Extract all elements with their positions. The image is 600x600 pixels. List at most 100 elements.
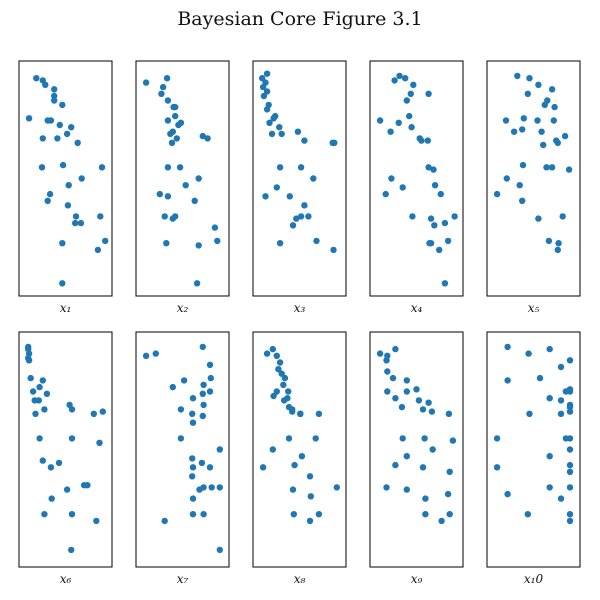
panel-5-point <box>519 126 526 133</box>
panel-6-point <box>35 397 42 404</box>
panel-9-point <box>384 368 391 375</box>
scatter-panels: x₁ x₂ x₃ x₄ x₅ x₆ x₇ x₈ x₉ x₁0 <box>18 60 581 586</box>
panel-3-point <box>259 83 267 91</box>
panel-9-point <box>422 495 429 502</box>
panel-7-point <box>199 343 206 351</box>
panel-3: x₃ <box>252 60 347 315</box>
panel-5-point <box>535 81 542 89</box>
panel-4-point <box>431 222 438 229</box>
panel-10-point <box>566 511 574 518</box>
panel-9-point <box>428 408 436 415</box>
panel-3-point <box>297 213 305 220</box>
panel-7-point <box>177 406 185 413</box>
panel-5-point <box>519 161 527 169</box>
panel-2-point <box>158 90 165 98</box>
panel-10-point <box>566 468 574 475</box>
panel-8-point <box>269 446 276 453</box>
panel-10-point <box>546 484 553 491</box>
panel-7-point <box>142 352 150 359</box>
panel-2-point <box>163 240 170 247</box>
panel-8-point <box>285 388 292 395</box>
panel-4-point <box>425 164 432 171</box>
panel-6-point <box>39 377 46 384</box>
panel-6-point <box>39 457 46 464</box>
panel-3-point <box>278 130 285 138</box>
panel-7-frame <box>135 331 230 568</box>
panel-6-point <box>55 459 63 467</box>
panel-6-point <box>47 464 55 471</box>
panel-9-point <box>403 453 410 460</box>
panel-10-point <box>525 350 532 357</box>
panel-10-point <box>562 435 570 442</box>
panel-3-point <box>301 202 308 209</box>
panel-1-point <box>65 182 72 189</box>
panel-4-point <box>408 124 415 131</box>
panel-1-point <box>72 219 79 227</box>
panel-1-point <box>51 97 58 104</box>
panel-8-point <box>280 397 288 404</box>
panel-9-point <box>444 490 452 498</box>
panel-4-point <box>403 97 410 104</box>
panel-2-point <box>164 117 172 124</box>
panel-3-point <box>297 164 305 171</box>
panel-4-point <box>436 246 443 254</box>
panel-2-point <box>193 280 201 287</box>
panel-2-point <box>161 213 168 220</box>
panel-2-point <box>195 242 202 249</box>
panel-6-point <box>68 435 76 442</box>
panel-6-point <box>43 390 51 397</box>
panel-6-point <box>25 357 33 364</box>
panel-10-point <box>536 374 544 382</box>
panel-5-point <box>514 72 521 80</box>
panel-5-point <box>540 141 547 149</box>
panel-10-point <box>566 403 574 411</box>
panel-2-point <box>164 193 172 200</box>
panel-6-point <box>63 486 71 493</box>
panel-5-point <box>548 164 556 171</box>
panel-7-point <box>199 390 206 397</box>
panel-4-point <box>402 75 409 82</box>
panel-1-point <box>102 237 109 245</box>
panel-8-point <box>270 392 277 400</box>
panel-7-point <box>206 464 214 471</box>
panel-9-xlabel: x₉ <box>411 572 423 586</box>
panel-7-point <box>189 419 197 426</box>
panel-9-point <box>422 511 429 518</box>
panel-3-point <box>263 88 271 95</box>
panel-1-point <box>33 75 40 82</box>
panel-9-point <box>446 468 453 475</box>
panel-4-point <box>444 237 452 245</box>
panel-8-point <box>285 435 293 442</box>
panel-10-point <box>493 435 501 442</box>
panel-3-point <box>263 106 271 113</box>
panel-9-point <box>438 517 445 525</box>
panel-7-point <box>206 361 214 368</box>
panel-3-point <box>276 164 284 171</box>
panel-2-point <box>164 164 172 171</box>
panel-5-point <box>519 197 526 204</box>
panel-2-point <box>191 197 198 204</box>
panel-7-point <box>189 495 197 502</box>
panel-3-point <box>294 128 302 135</box>
panel-10-point <box>546 453 553 460</box>
panel-2-point <box>169 215 176 222</box>
panel-1-point <box>74 139 81 146</box>
panel-4-point <box>410 81 417 89</box>
panel-2-point <box>163 75 171 82</box>
panel-7-point <box>206 388 214 395</box>
panel-3-point <box>331 139 338 146</box>
panel-1-point <box>59 101 66 109</box>
panel-3-point <box>262 193 269 200</box>
panel-10-frame <box>486 331 581 568</box>
panel-5-point <box>555 240 562 247</box>
panel-8-point <box>273 388 280 395</box>
panel-3-point <box>289 222 297 229</box>
panel-9-point <box>392 461 399 469</box>
panel-9-point <box>403 486 410 493</box>
panel-10-point <box>504 343 511 351</box>
panel-4-point <box>441 280 449 287</box>
panel-9-point <box>384 388 391 395</box>
panel-1-point <box>59 280 66 287</box>
panel-3-point <box>266 119 273 127</box>
panel-8-point <box>289 408 296 415</box>
